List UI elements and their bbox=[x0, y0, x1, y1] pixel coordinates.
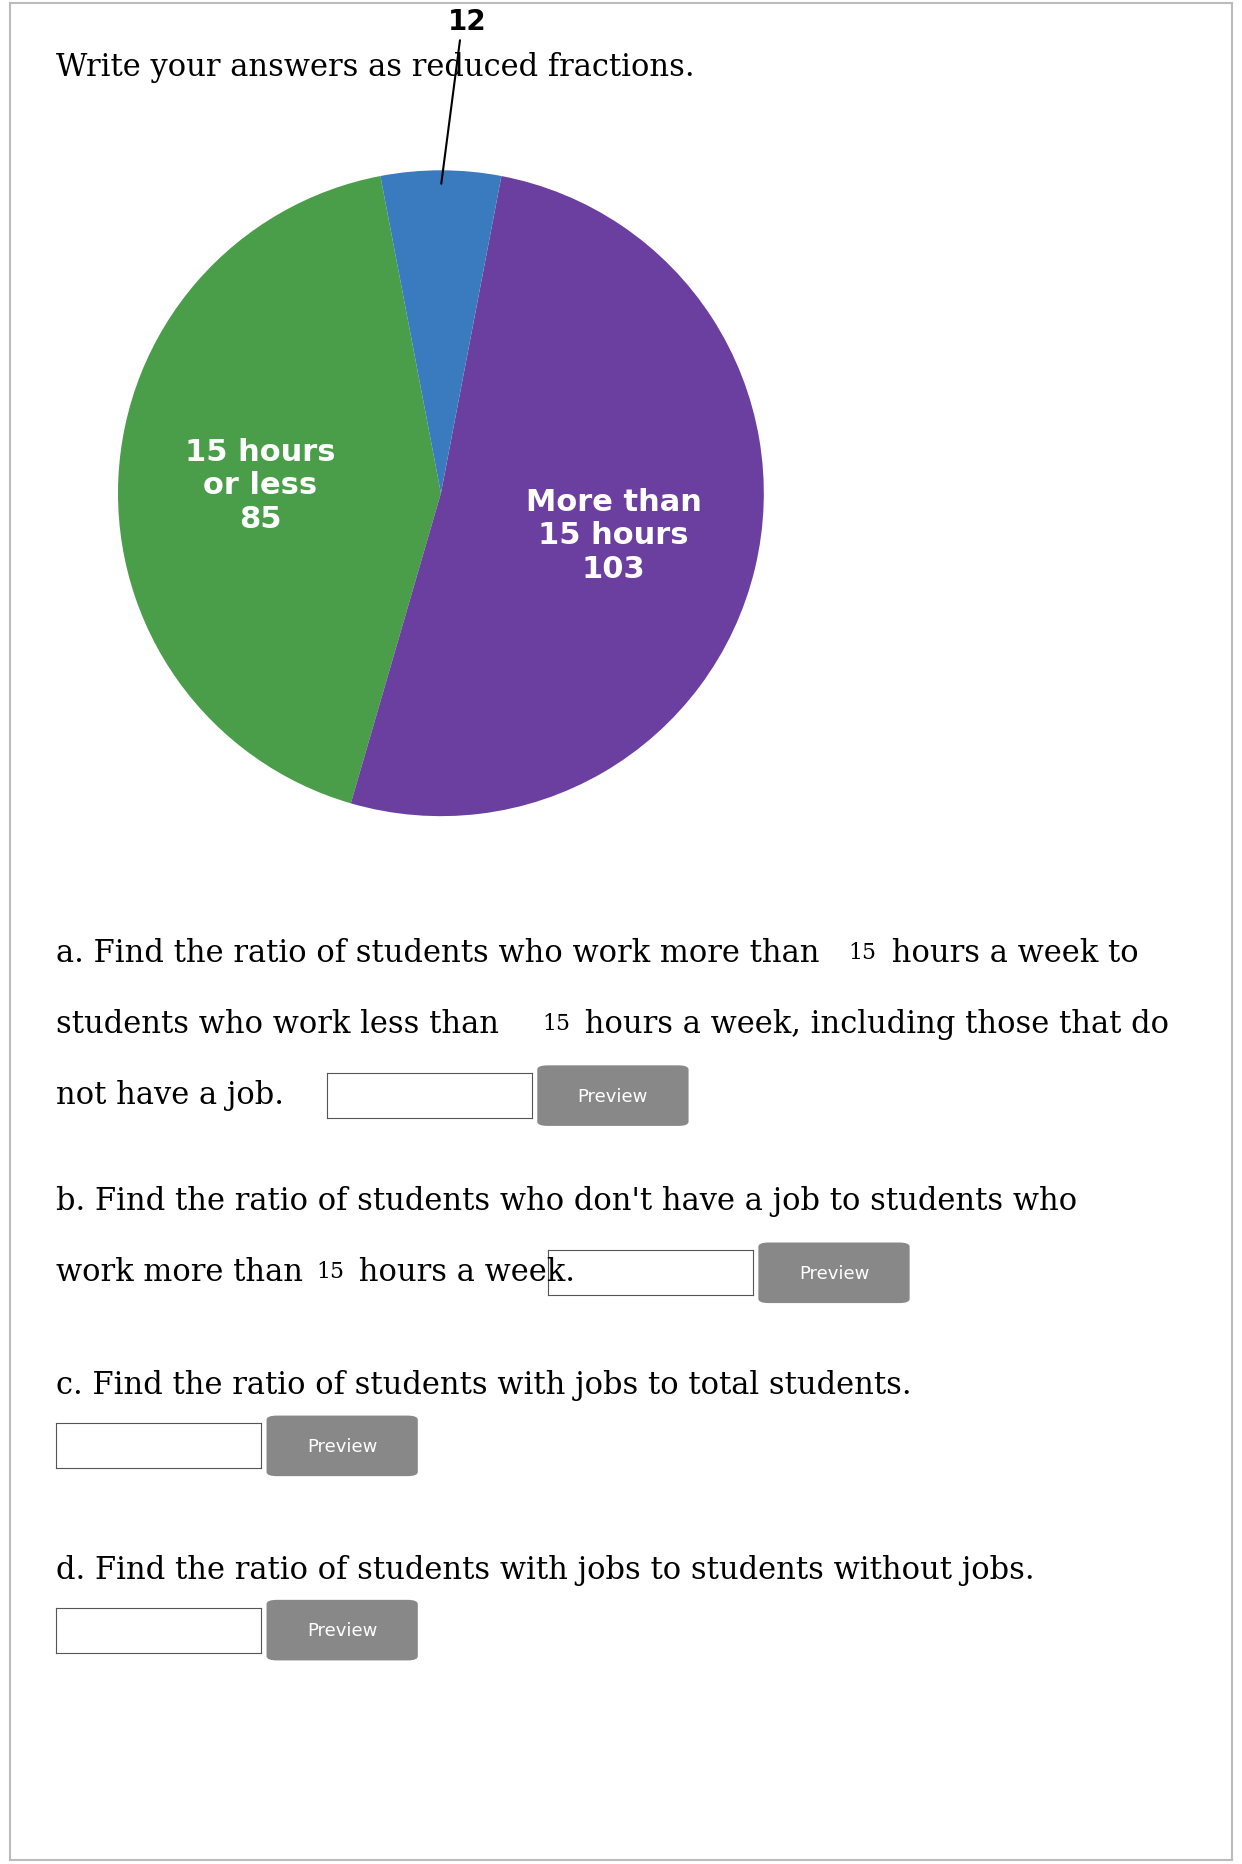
Wedge shape bbox=[350, 177, 764, 816]
Text: More than
15 hours
103: More than 15 hours 103 bbox=[525, 487, 702, 583]
Text: d. Find the ratio of students with jobs to students without jobs.: d. Find the ratio of students with jobs … bbox=[56, 1555, 1035, 1584]
Text: Didn’t
work
12: Didn’t work 12 bbox=[419, 0, 514, 185]
Wedge shape bbox=[118, 177, 441, 803]
Text: c. Find the ratio of students with jobs to total students.: c. Find the ratio of students with jobs … bbox=[56, 1370, 912, 1400]
FancyBboxPatch shape bbox=[267, 1417, 417, 1476]
Text: b. Find the ratio of students who don't have a job to students who: b. Find the ratio of students who don't … bbox=[56, 1186, 1077, 1217]
Text: Preview: Preview bbox=[578, 1087, 648, 1105]
Text: not have a job.: not have a job. bbox=[56, 1079, 284, 1111]
Text: hours a week, including those that do: hours a week, including those that do bbox=[575, 1008, 1169, 1040]
Text: hours a week.: hours a week. bbox=[349, 1256, 575, 1288]
Wedge shape bbox=[380, 171, 502, 494]
Text: Preview: Preview bbox=[307, 1622, 378, 1638]
Text: 15 hours
or less
85: 15 hours or less 85 bbox=[185, 438, 335, 533]
Text: 15: 15 bbox=[543, 1012, 571, 1035]
Text: 15: 15 bbox=[317, 1260, 345, 1282]
FancyBboxPatch shape bbox=[759, 1243, 909, 1303]
Text: Preview: Preview bbox=[307, 1437, 378, 1456]
Text: 15: 15 bbox=[848, 941, 877, 964]
Text: students who work less than: students who work less than bbox=[56, 1008, 509, 1040]
FancyBboxPatch shape bbox=[267, 1599, 417, 1661]
Text: hours a week to: hours a week to bbox=[882, 938, 1139, 969]
Text: a. Find the ratio of students who work more than: a. Find the ratio of students who work m… bbox=[56, 938, 830, 969]
Text: Preview: Preview bbox=[799, 1264, 869, 1282]
FancyBboxPatch shape bbox=[538, 1066, 688, 1126]
Text: Write your answers as reduced fractions.: Write your answers as reduced fractions. bbox=[56, 52, 694, 84]
Text: work more than: work more than bbox=[56, 1256, 313, 1288]
